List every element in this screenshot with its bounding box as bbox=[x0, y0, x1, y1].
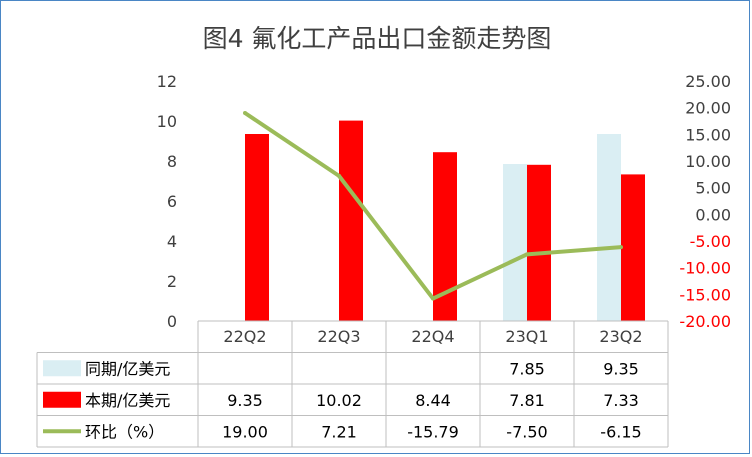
y-right-tick: -20.00 bbox=[679, 312, 731, 331]
line-point-23Q1 bbox=[525, 252, 529, 257]
chart-title: 图4 氟化工产品出口金额走势图 bbox=[203, 24, 552, 53]
y-left-tick: 10 bbox=[157, 112, 177, 131]
y-left-tick: 8 bbox=[167, 152, 177, 171]
data-label-2-22Q4: -15.79 bbox=[407, 422, 459, 441]
data-label-1-23Q1: 7.81 bbox=[509, 391, 545, 410]
bar-prior-23Q2 bbox=[597, 134, 621, 321]
y-right-tick: 25.00 bbox=[685, 72, 731, 91]
bar-current-23Q2 bbox=[621, 174, 645, 321]
line-point-22Q4 bbox=[431, 296, 435, 301]
bar-current-22Q3 bbox=[339, 120, 363, 321]
bar-prior-23Q1 bbox=[503, 164, 527, 321]
x-tick-label: 22Q3 bbox=[317, 327, 360, 346]
legend-label-0: 同期/亿美元 bbox=[85, 359, 170, 378]
y-right-tick: 0.00 bbox=[695, 205, 731, 224]
y-left-tick: 6 bbox=[167, 192, 177, 211]
legend-key-1 bbox=[43, 391, 81, 408]
line-point-22Q2 bbox=[243, 111, 247, 115]
line-point-22Q3 bbox=[337, 173, 341, 178]
data-label-1-22Q2: 9.35 bbox=[227, 391, 263, 410]
y-left-tick: 2 bbox=[167, 272, 177, 291]
line-layer bbox=[243, 111, 623, 301]
data-label-1-22Q3: 10.02 bbox=[316, 391, 362, 410]
data-label-1-23Q2: 7.33 bbox=[603, 391, 639, 410]
legend-label-1: 本期/亿美元 bbox=[85, 391, 170, 410]
y-right-tick: 5.00 bbox=[695, 179, 731, 198]
y-left-tick: 4 bbox=[167, 232, 177, 251]
y-left-tick: 12 bbox=[157, 72, 177, 91]
line-point-23Q2 bbox=[619, 245, 623, 250]
data-label-2-23Q2: -6.15 bbox=[600, 422, 641, 441]
x-tick-label: 23Q1 bbox=[505, 327, 548, 346]
y-right-tick: -10.00 bbox=[679, 259, 731, 278]
data-label-2-22Q3: 7.21 bbox=[321, 422, 357, 441]
y-right-tick: 10.00 bbox=[685, 152, 731, 171]
data-label-2-23Q1: -7.50 bbox=[506, 422, 547, 441]
legend-label-2: 环比（%） bbox=[85, 422, 164, 441]
data-label-1-22Q4: 8.44 bbox=[415, 391, 451, 410]
x-tick-label: 22Q2 bbox=[223, 327, 266, 346]
data-label-0-23Q1: 7.85 bbox=[509, 359, 545, 378]
bar-current-23Q1 bbox=[527, 164, 551, 321]
data-label-2-22Q2: 19.00 bbox=[222, 422, 268, 441]
x-tick-label: 22Q4 bbox=[411, 327, 454, 346]
x-tick-label: 23Q2 bbox=[599, 327, 642, 346]
y-left-tick: 0 bbox=[167, 312, 177, 331]
legend-key-0 bbox=[43, 360, 81, 377]
data-label-0-23Q2: 9.35 bbox=[603, 359, 639, 378]
axes-layer: 0 2 4 6 8 10 12 -20.00 -15.00 -10.00 -5.00 0.00 5.00… bbox=[157, 72, 731, 331]
y-right-tick: 20.00 bbox=[685, 99, 731, 118]
data-table: 22Q2 22Q3 22Q4 23Q1 23Q2 同期/亿美元 7.85 9.35 本期/亿美元… bbox=[36, 320, 669, 448]
y-right-tick: -5.00 bbox=[690, 232, 731, 251]
y-right-tick: 15.00 bbox=[685, 125, 731, 144]
bar-current-22Q2 bbox=[245, 134, 269, 321]
y-right-tick: -15.00 bbox=[679, 285, 731, 304]
bars-layer bbox=[245, 120, 645, 321]
